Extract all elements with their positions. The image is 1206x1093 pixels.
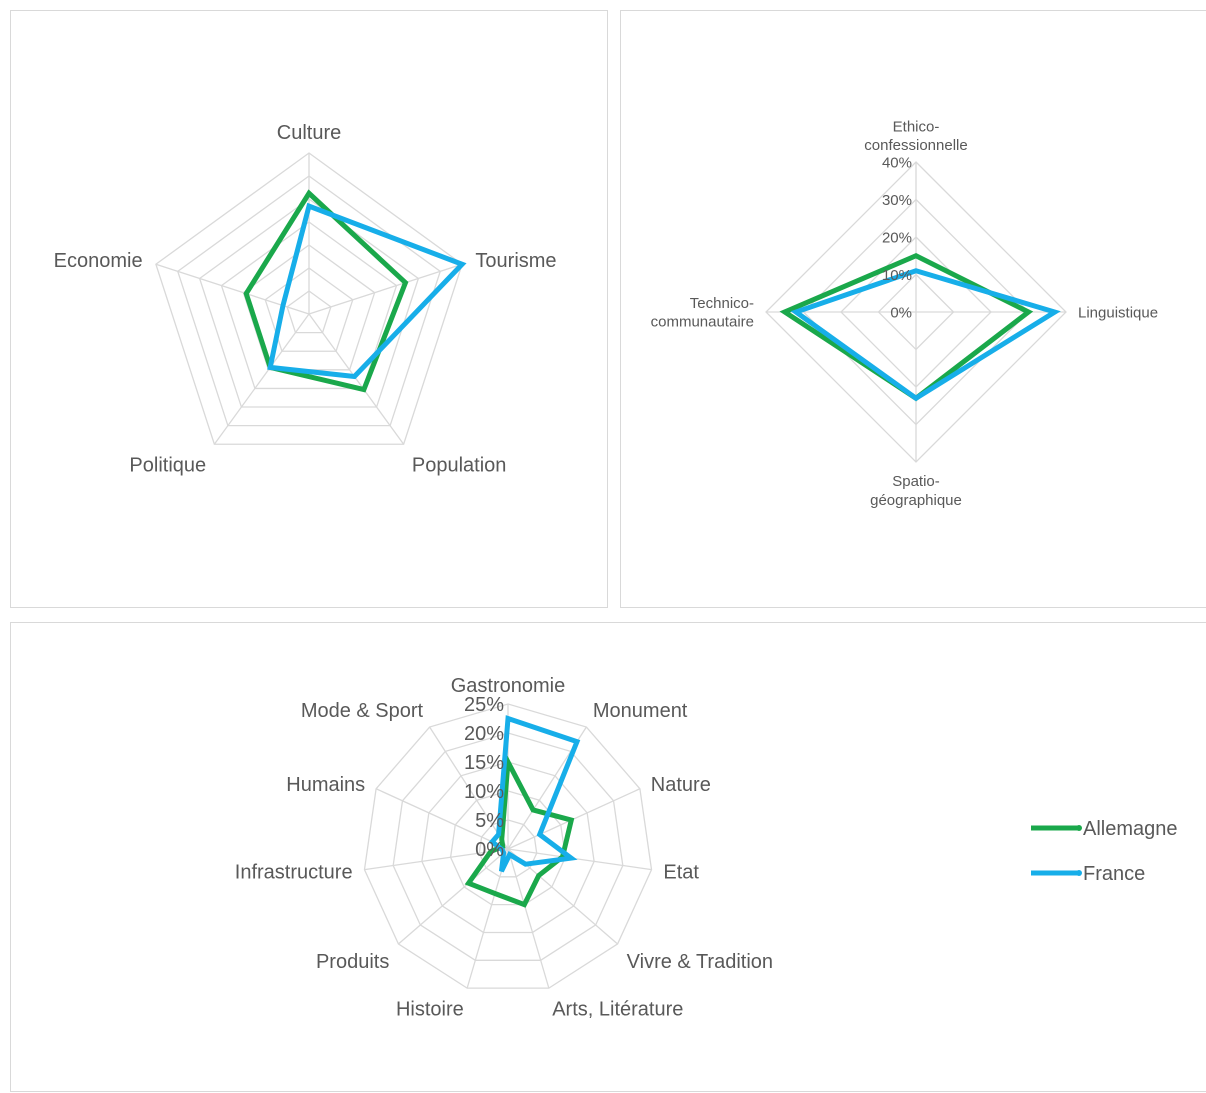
category-label-line: Nature [651,774,711,796]
grid-ring-1 [478,819,538,878]
grid-ring-7 [155,152,463,445]
category-label-line: Infrastructure [235,861,353,883]
category-label-infrastructure: Infrastructure [235,861,353,883]
category-label-ethico-confessionnelle: Ethico-confessionnelle [864,118,967,154]
series-france-line [267,202,467,380]
category-label-line: Culture [277,122,341,144]
axis-spoke-produits [397,848,509,945]
category-label-arts-literature: Arts, Litérature [552,999,683,1021]
category-label-population: Population [412,455,507,477]
axis-spoke-infrastructure [364,848,509,871]
category-label-line: Technico- [690,295,754,312]
radar-chart-subthemes: 0% 5% 10% 15% 20% 25%Gastronomie Monument Natur… [235,675,1178,1021]
category-label-line: Gastronomie [451,675,566,697]
chart-dimensions-panel: 0% 10% 20% 30% 40% Ethico-confessionnelle Ling… [620,10,1206,608]
category-label-line: confessionnelle [864,137,967,154]
chart-subthemes-panel: 0% 5% 10% 15% 20% 25% Gastronomie Monument Natur… [10,622,1206,1092]
tick-label-15: 15% [464,752,504,774]
category-label-politique: Politique [129,455,206,477]
category-label-linguistique: Linguistique [1078,304,1158,321]
axis-spoke-humains [375,788,509,850]
tick-label-0: 0% [475,839,504,861]
tick-label-20: 20% [464,723,504,745]
category-label-line: géographique [870,492,962,509]
category-label-economie: Economie [54,250,143,272]
category-label-line: Spatio- [892,473,940,490]
axis-spoke-histoire [466,848,509,989]
category-label-nature: Nature [651,774,711,796]
tick-label-0: 0% [890,304,912,321]
series-france-line [790,268,1061,402]
category-label-line: Linguistique [1078,304,1158,321]
category-label-line: Tourisme [475,250,556,272]
category-label-line: Humains [286,774,365,796]
series-allemagne-line [464,753,575,908]
category-label-line: Vivre & Tradition [627,951,773,973]
category-label-line: Arts, Litérature [552,999,683,1021]
axis-spoke-politique [213,313,310,445]
axis-spoke-arts-literature [507,848,550,989]
category-label-line: Ethico- [893,118,940,135]
grid-ring-5 [363,703,653,989]
grid-ring-5 [198,198,420,408]
radar-chart-dimensions: 0%10%20%30%40%Ethico-confessionnelleLing… [651,118,1158,509]
category-label-line: Economie [54,250,143,272]
category-label-line: Histoire [396,999,464,1021]
legend-label-allemagne: Allemagne [1083,818,1178,840]
legend-marker-allemagne [1076,825,1082,831]
category-label-line: Politique [129,455,206,477]
tick-label-20: 20% [882,229,912,246]
category-label-produits: Produits [316,951,389,973]
category-label-spatio-geographique: Spatio-géographique [870,473,962,509]
tick-label-30: 30% [882,192,912,209]
radar-chart-themes: Culture Tourisme Population Politique Econom… [54,122,557,477]
grid-ring-2 [449,790,567,906]
category-label-gastronomie: Gastronomie [451,675,566,697]
grid-ring-4 [392,732,624,961]
legend-label-france: France [1083,863,1145,885]
series-allemagne-line [243,189,409,393]
category-label-line: Population [412,455,507,477]
grid-ring-3 [421,761,595,934]
axis-spoke-mode-sport [429,726,509,850]
chart-themes-panel: Culture Tourisme Population Politique Econom… [10,10,608,608]
category-label-vivre-tradition: Vivre & Tradition [627,951,773,973]
grid-ring-2 [264,267,354,352]
category-label-line: Mode & Sport [301,700,424,722]
category-label-etat: Etat [663,861,699,883]
axis-spoke-population [308,313,405,445]
tick-label-5: 5% [475,810,504,832]
grid-ring-4 [220,221,398,390]
category-label-tourisme: Tourisme [475,250,556,272]
tick-label-10: 10% [882,267,912,284]
legend-marker-france [1076,870,1082,876]
series-france-line [488,715,581,873]
category-label-humains: Humains [286,774,365,796]
tick-label-40: 40% [882,154,912,171]
category-label-line: Etat [663,861,699,883]
category-label-histoire: Histoire [396,999,464,1021]
category-label-mode-sport: Mode & Sport [301,700,424,722]
category-label-line: Monument [593,700,688,722]
grid-ring-6 [176,175,442,427]
axis-spoke-etat [507,848,652,871]
category-label-line: Produits [316,951,389,973]
tick-label-25: 25% [464,694,504,716]
grid-ring-1 [286,290,332,334]
category-label-monument: Monument [593,700,688,722]
category-label-technico-communautaire: Technico-communautaire [651,295,754,331]
category-label-line: communautaire [651,314,754,331]
tick-label-10: 10% [464,781,504,803]
axis-spoke-tourisme [308,263,463,315]
category-label-culture: Culture [277,122,341,144]
